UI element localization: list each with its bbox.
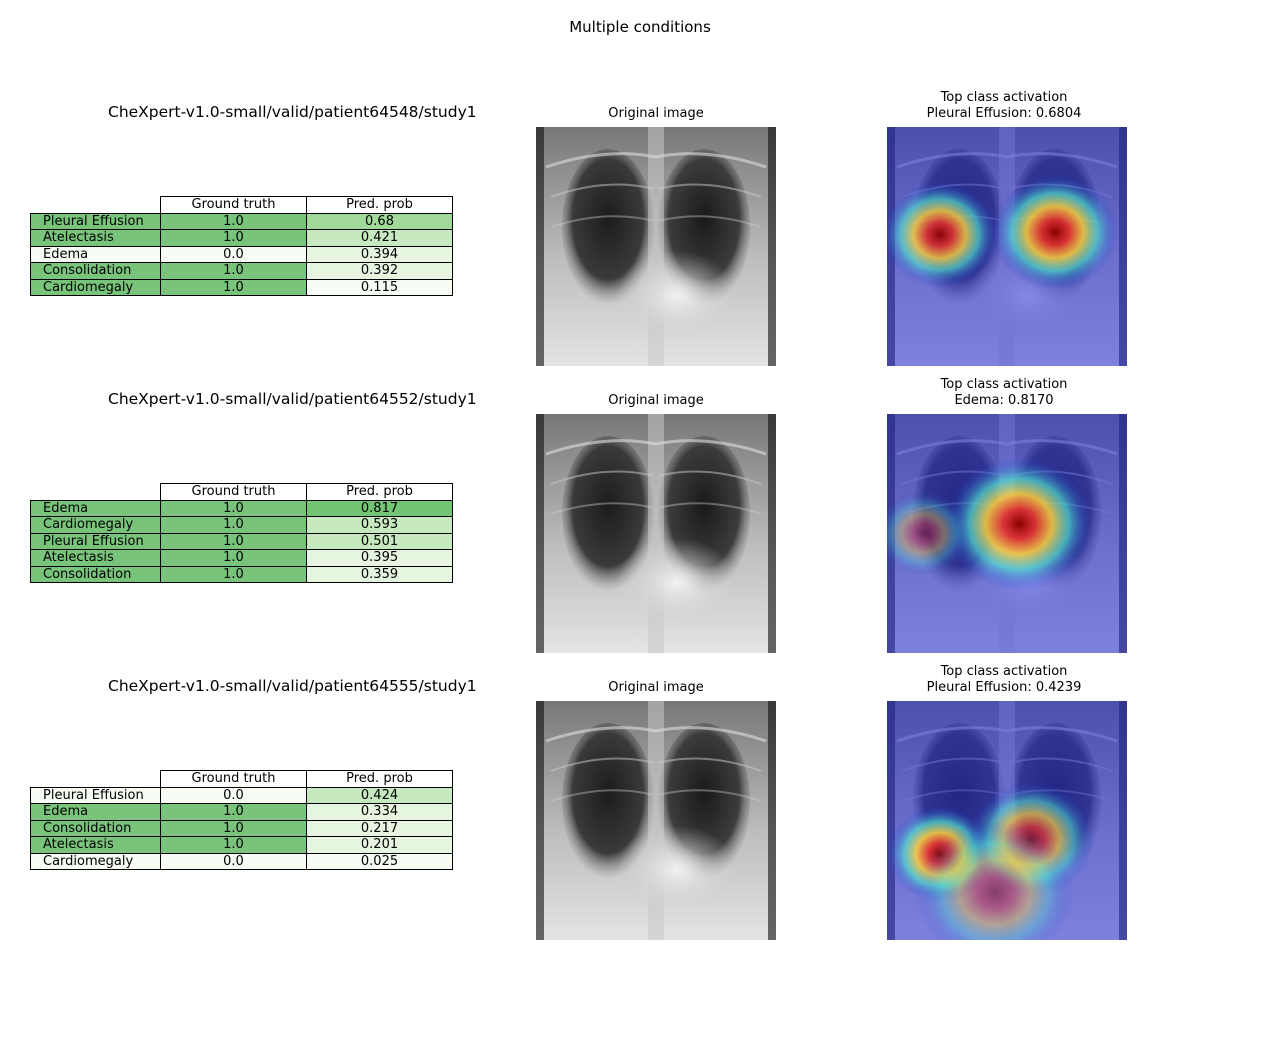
condition-name-cell: Consolidation — [30, 819, 161, 837]
table-header-row: Ground truth Pred. prob — [31, 770, 453, 788]
table-header-row: Ground truth Pred. prob — [31, 483, 453, 501]
activation-heatmap-image — [887, 127, 1127, 366]
activation-score-label: Edema: 0.8170 — [954, 393, 1054, 408]
activation-title-line: Top class activation — [940, 664, 1068, 679]
condition-name-cell: Consolidation — [30, 262, 161, 280]
ground-truth-header: Ground truth — [160, 770, 307, 788]
table-row: Pleural Effusion 1.0 0.68 — [30, 212, 453, 230]
table-header-row: Ground truth Pred. prob — [31, 196, 453, 214]
ground-truth-cell: 1.0 — [160, 212, 307, 230]
ground-truth-cell: 0.0 — [160, 245, 307, 263]
ground-truth-header: Ground truth — [160, 196, 307, 214]
original-image-title: Original image — [608, 106, 704, 121]
ground-truth-cell: 1.0 — [160, 803, 307, 821]
prediction-table: Ground truth Pred. prob Edema 1.0 0.817 Cardi… — [30, 483, 453, 583]
header-blank-cell — [31, 484, 161, 501]
study-path-title: CheXpert-v1.0-small/valid/patient64555/s… — [108, 677, 477, 695]
condition-name-cell: Atelectasis — [30, 229, 161, 247]
condition-name-cell: Pleural Effusion — [30, 212, 161, 230]
pred-prob-cell: 0.201 — [306, 836, 453, 854]
condition-name-cell: Atelectasis — [30, 549, 161, 567]
ground-truth-cell: 0.0 — [160, 852, 307, 870]
pred-prob-cell: 0.817 — [306, 499, 453, 517]
pred-prob-cell: 0.501 — [306, 532, 453, 550]
table-row: Atelectasis 1.0 0.395 — [30, 549, 453, 567]
header-blank-cell — [31, 771, 161, 788]
table-row: Cardiomegaly 1.0 0.115 — [30, 278, 453, 296]
figure-title: Multiple conditions — [569, 18, 711, 36]
pred-prob-cell: 0.359 — [306, 565, 453, 583]
table-row: Cardiomegaly 1.0 0.593 — [30, 516, 453, 534]
header-blank-cell — [31, 197, 161, 214]
study-path-title: CheXpert-v1.0-small/valid/patient64548/s… — [108, 103, 477, 121]
pred-prob-cell: 0.217 — [306, 819, 453, 837]
ground-truth-cell: 1.0 — [160, 499, 307, 517]
condition-name-cell: Atelectasis — [30, 836, 161, 854]
activation-title-line: Top class activation — [940, 377, 1068, 392]
original-image-title: Original image — [608, 393, 704, 408]
condition-name-cell: Pleural Effusion — [30, 532, 161, 550]
pred-prob-header: Pred. prob — [306, 770, 453, 788]
table-row: Edema 1.0 0.817 — [30, 499, 453, 517]
table-row: Consolidation 1.0 0.392 — [30, 262, 453, 280]
condition-name-cell: Edema — [30, 803, 161, 821]
ground-truth-cell: 1.0 — [160, 532, 307, 550]
table-row: Pleural Effusion 1.0 0.501 — [30, 532, 453, 550]
condition-name-cell: Edema — [30, 499, 161, 517]
pred-prob-cell: 0.115 — [306, 278, 453, 296]
pred-prob-cell: 0.421 — [306, 229, 453, 247]
condition-name-cell: Consolidation — [30, 565, 161, 583]
ground-truth-cell: 1.0 — [160, 516, 307, 534]
activation-heatmap-image — [887, 414, 1127, 653]
original-xray-image — [536, 127, 776, 366]
activation-title: Top class activation Pleural Effusion: 0.… — [887, 90, 1121, 122]
table-row: Edema 0.0 0.394 — [30, 245, 453, 263]
pred-prob-cell: 0.394 — [306, 245, 453, 263]
ground-truth-cell: 1.0 — [160, 819, 307, 837]
condition-name-cell: Pleural Effusion — [30, 786, 161, 804]
pred-prob-cell: 0.392 — [306, 262, 453, 280]
original-xray-image — [536, 414, 776, 653]
pred-prob-cell: 0.025 — [306, 852, 453, 870]
study-path-title: CheXpert-v1.0-small/valid/patient64552/s… — [108, 390, 477, 408]
condition-name-cell: Edema — [30, 245, 161, 263]
ground-truth-cell: 1.0 — [160, 278, 307, 296]
ground-truth-cell: 1.0 — [160, 565, 307, 583]
original-xray-image — [536, 701, 776, 940]
prediction-table: Ground truth Pred. prob Pleural Effusion 1.… — [30, 196, 453, 296]
pred-prob-cell: 0.334 — [306, 803, 453, 821]
ground-truth-cell: 1.0 — [160, 836, 307, 854]
pred-prob-cell: 0.593 — [306, 516, 453, 534]
activation-title: Top class activation Edema: 0.8170 — [887, 377, 1121, 409]
activation-score-label: Pleural Effusion: 0.4239 — [926, 680, 1082, 695]
activation-title: Top class activation Pleural Effusion: 0.… — [887, 664, 1121, 696]
table-row: Atelectasis 1.0 0.201 — [30, 836, 453, 854]
prediction-table: Ground truth Pred. prob Pleural Effusion 0.… — [30, 770, 453, 870]
activation-heatmap-image — [887, 701, 1127, 940]
pred-prob-cell: 0.424 — [306, 786, 453, 804]
original-image-title: Original image — [608, 680, 704, 695]
pred-prob-cell: 0.395 — [306, 549, 453, 567]
pred-prob-cell: 0.68 — [306, 212, 453, 230]
pred-prob-header: Pred. prob — [306, 483, 453, 501]
table-row: Consolidation 1.0 0.217 — [30, 819, 453, 837]
table-row: Consolidation 1.0 0.359 — [30, 565, 453, 583]
ground-truth-cell: 1.0 — [160, 229, 307, 247]
ground-truth-cell: 0.0 — [160, 786, 307, 804]
ground-truth-cell: 1.0 — [160, 262, 307, 280]
activation-score-label: Pleural Effusion: 0.6804 — [926, 106, 1082, 121]
table-row: Cardiomegaly 0.0 0.025 — [30, 852, 453, 870]
table-row: Pleural Effusion 0.0 0.424 — [30, 786, 453, 804]
condition-name-cell: Cardiomegaly — [30, 852, 161, 870]
ground-truth-cell: 1.0 — [160, 549, 307, 567]
condition-name-cell: Cardiomegaly — [30, 516, 161, 534]
activation-title-line: Top class activation — [940, 90, 1068, 105]
condition-name-cell: Cardiomegaly — [30, 278, 161, 296]
pred-prob-header: Pred. prob — [306, 196, 453, 214]
table-row: Edema 1.0 0.334 — [30, 803, 453, 821]
table-row: Atelectasis 1.0 0.421 — [30, 229, 453, 247]
ground-truth-header: Ground truth — [160, 483, 307, 501]
